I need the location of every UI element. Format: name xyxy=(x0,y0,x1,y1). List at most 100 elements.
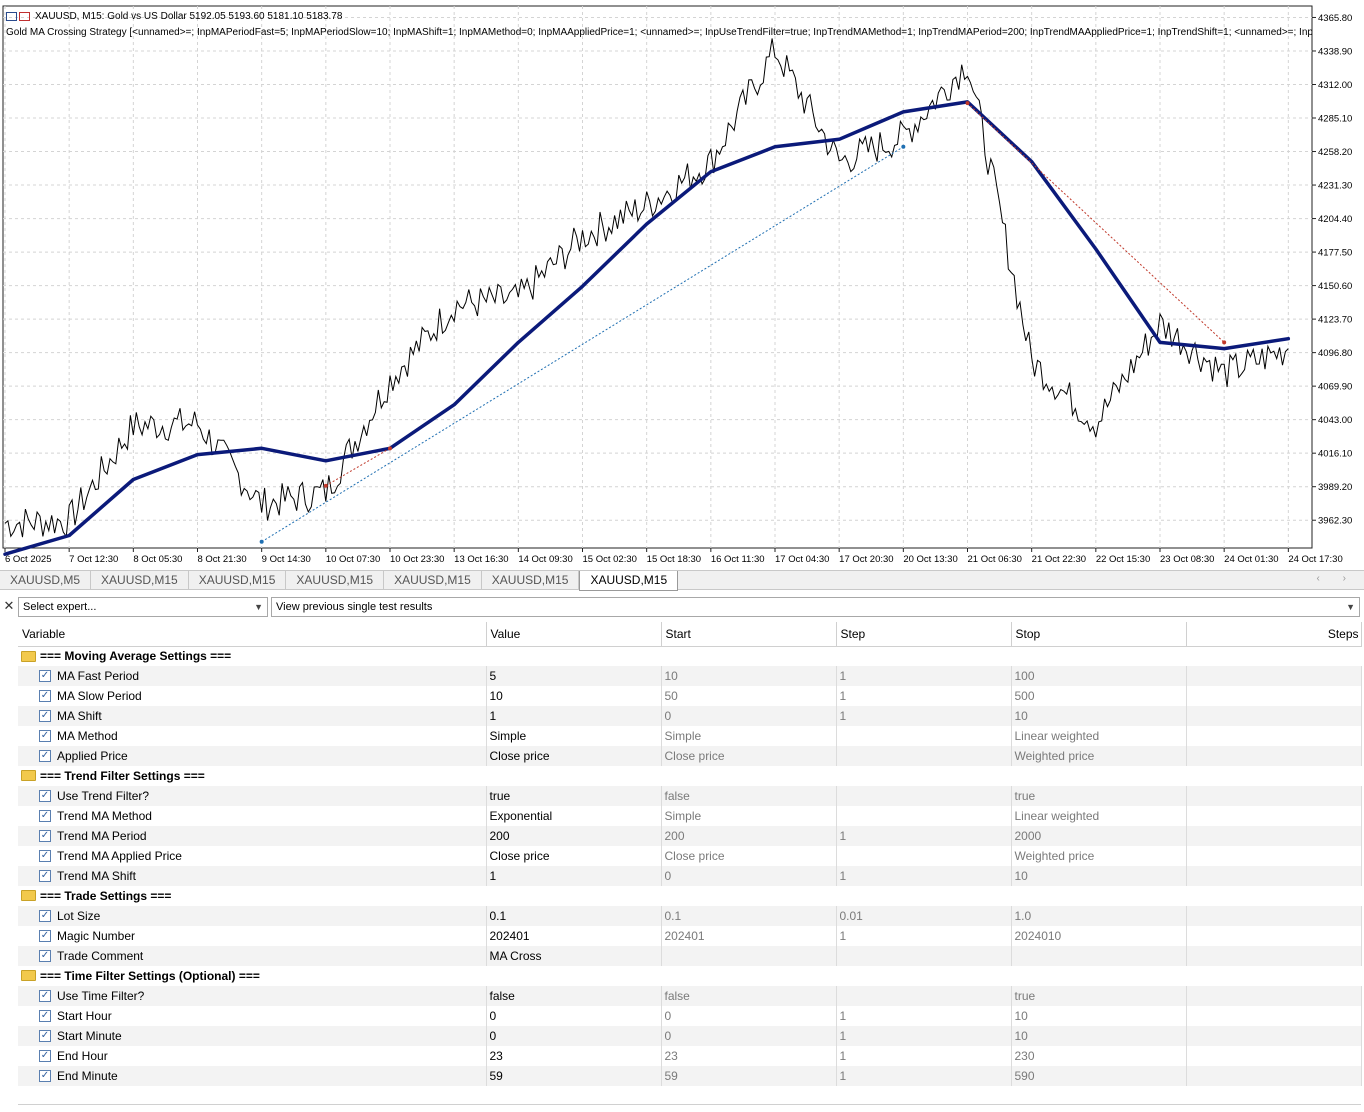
stop-cell[interactable]: true xyxy=(1011,986,1187,1006)
step-cell[interactable] xyxy=(836,986,1012,1006)
parameter-checkbox[interactable]: ✓ xyxy=(39,709,51,722)
value-cell[interactable]: Close price xyxy=(486,846,662,866)
table-row[interactable]: ✓ Trend MA Shift 1 0 1 10 xyxy=(18,866,1362,886)
table-row[interactable]: ✓ Start Minute 0 0 1 10 xyxy=(18,1026,1362,1046)
start-cell[interactable]: 202401 xyxy=(661,926,837,946)
start-cell[interactable] xyxy=(661,946,837,966)
parameter-checkbox[interactable]: ✓ xyxy=(39,689,51,702)
value-cell[interactable]: 0 xyxy=(486,1026,662,1046)
step-cell[interactable] xyxy=(836,746,1012,766)
step-cell[interactable] xyxy=(836,846,1012,866)
value-cell[interactable]: 1 xyxy=(486,706,662,726)
column-header-start[interactable]: Start xyxy=(661,622,837,647)
start-cell[interactable]: 23 xyxy=(661,1046,837,1066)
step-cell[interactable]: 1 xyxy=(836,686,1012,706)
value-cell[interactable]: false xyxy=(486,986,662,1006)
column-header-step[interactable]: Step xyxy=(836,622,1012,647)
stop-cell[interactable]: Weighted price xyxy=(1011,846,1187,866)
start-cell[interactable]: 0 xyxy=(661,866,837,886)
step-cell[interactable]: 1 xyxy=(836,1046,1012,1066)
value-cell[interactable]: MA Cross xyxy=(486,946,662,966)
tab-chart-1[interactable]: XAUUSD,M5 xyxy=(0,571,92,590)
tab-chart-2[interactable]: XAUUSD,M15 xyxy=(91,571,189,590)
step-cell[interactable]: 1 xyxy=(836,1006,1012,1026)
start-cell[interactable]: Close price xyxy=(661,746,837,766)
stop-cell[interactable]: true xyxy=(1011,786,1187,806)
start-cell[interactable]: 10 xyxy=(661,666,837,686)
tab-chart-7[interactable]: XAUUSD,M15 xyxy=(579,571,679,591)
step-cell[interactable]: 1 xyxy=(836,866,1012,886)
start-cell[interactable]: 0 xyxy=(661,1006,837,1026)
start-cell[interactable]: false xyxy=(661,786,837,806)
parameter-checkbox[interactable]: ✓ xyxy=(39,749,51,762)
table-group-row[interactable]: === Time Filter Settings (Optional) === xyxy=(18,966,1361,986)
close-icon[interactable]: ✕ xyxy=(3,598,15,613)
parameter-checkbox[interactable]: ✓ xyxy=(39,789,51,802)
value-cell[interactable]: 59 xyxy=(486,1066,662,1086)
table-row[interactable]: ✓ Start Hour 0 0 1 10 xyxy=(18,1006,1362,1026)
table-row[interactable]: ✓ Trend MA Method Exponential Simple Linear … xyxy=(18,806,1362,826)
value-cell[interactable]: 1 xyxy=(486,866,662,886)
table-row[interactable]: ✓ MA Method Simple Simple Linear weighted xyxy=(18,726,1362,746)
start-cell[interactable]: 59 xyxy=(661,1066,837,1086)
value-cell[interactable]: 10 xyxy=(486,686,662,706)
start-cell[interactable]: Simple xyxy=(661,726,837,746)
stop-cell[interactable]: 1.0 xyxy=(1011,906,1187,926)
parameter-checkbox[interactable]: ✓ xyxy=(39,809,51,822)
table-row[interactable]: ✓ Trend MA Applied Price Close price Close … xyxy=(18,846,1362,866)
stop-cell[interactable]: 10 xyxy=(1011,1026,1187,1046)
table-group-row[interactable]: === Moving Average Settings === xyxy=(18,646,1361,666)
tab-chart-5[interactable]: XAUUSD,M15 xyxy=(384,571,482,590)
value-cell[interactable]: 23 xyxy=(486,1046,662,1066)
parameter-checkbox[interactable]: ✓ xyxy=(39,989,51,1002)
step-cell[interactable]: 0.01 xyxy=(836,906,1012,926)
step-cell[interactable] xyxy=(836,786,1012,806)
value-cell[interactable]: 200 xyxy=(486,826,662,846)
stop-cell[interactable]: 10 xyxy=(1011,1006,1187,1026)
table-group-row[interactable]: === Trade Settings === xyxy=(18,886,1361,906)
stop-cell[interactable]: Weighted price xyxy=(1011,746,1187,766)
step-cell[interactable]: 1 xyxy=(836,706,1012,726)
value-cell[interactable]: Simple xyxy=(486,726,662,746)
parameter-checkbox[interactable]: ✓ xyxy=(39,729,51,742)
table-row[interactable]: ✓ Trade Comment MA Cross xyxy=(18,946,1362,966)
step-cell[interactable]: 1 xyxy=(836,826,1012,846)
column-header-variable[interactable]: Variable xyxy=(18,622,487,647)
table-group-row[interactable]: === Trend Filter Settings === xyxy=(18,766,1361,786)
stop-cell[interactable]: 10 xyxy=(1011,866,1187,886)
parameter-checkbox[interactable]: ✓ xyxy=(39,1069,51,1082)
stop-cell[interactable]: 100 xyxy=(1011,666,1187,686)
price-chart[interactable]: 4365.80 4338.90 4312.00 4285.10 4258.20 4231.… xyxy=(0,0,1364,570)
table-row[interactable]: ✓ MA Slow Period 10 50 1 500 xyxy=(18,686,1362,706)
value-cell[interactable]: true xyxy=(486,786,662,806)
test-results-select[interactable]: View previous single test results ▼ xyxy=(271,597,1360,617)
stop-cell[interactable]: 2024010 xyxy=(1011,926,1187,946)
stop-cell[interactable]: 10 xyxy=(1011,706,1187,726)
start-cell[interactable]: 0 xyxy=(661,1026,837,1046)
column-header-steps[interactable]: Steps xyxy=(1186,622,1362,647)
parameter-checkbox[interactable]: ✓ xyxy=(39,829,51,842)
table-row[interactable]: ✓ Lot Size 0.1 0.1 0.01 1.0 xyxy=(18,906,1362,926)
stop-cell[interactable]: Linear weighted xyxy=(1011,726,1187,746)
stop-cell[interactable]: 2000 xyxy=(1011,826,1187,846)
tab-scroll-arrows-icon[interactable]: ‹ › xyxy=(1316,573,1356,584)
table-row[interactable]: ✓ Use Time Filter? false false true xyxy=(18,986,1362,1006)
tab-chart-3[interactable]: XAUUSD,M15 xyxy=(189,571,287,590)
start-cell[interactable]: false xyxy=(661,986,837,1006)
stop-cell[interactable]: 590 xyxy=(1011,1066,1187,1086)
stop-cell[interactable]: 230 xyxy=(1011,1046,1187,1066)
value-cell[interactable]: 0.1 xyxy=(486,906,662,926)
start-cell[interactable]: 0 xyxy=(661,706,837,726)
table-row[interactable]: ✓ End Minute 59 59 1 590 xyxy=(18,1066,1362,1086)
parameter-checkbox[interactable]: ✓ xyxy=(39,869,51,882)
parameter-checkbox[interactable]: ✓ xyxy=(39,1049,51,1062)
value-cell[interactable]: 0 xyxy=(486,1006,662,1026)
parameter-checkbox[interactable]: ✓ xyxy=(39,849,51,862)
step-cell[interactable]: 1 xyxy=(836,1066,1012,1086)
step-cell[interactable]: 1 xyxy=(836,1026,1012,1046)
start-cell[interactable]: 50 xyxy=(661,686,837,706)
tab-chart-6[interactable]: XAUUSD,M15 xyxy=(482,571,580,590)
parameter-checkbox[interactable]: ✓ xyxy=(39,949,51,962)
stop-cell[interactable]: 500 xyxy=(1011,686,1187,706)
start-cell[interactable]: Simple xyxy=(661,806,837,826)
